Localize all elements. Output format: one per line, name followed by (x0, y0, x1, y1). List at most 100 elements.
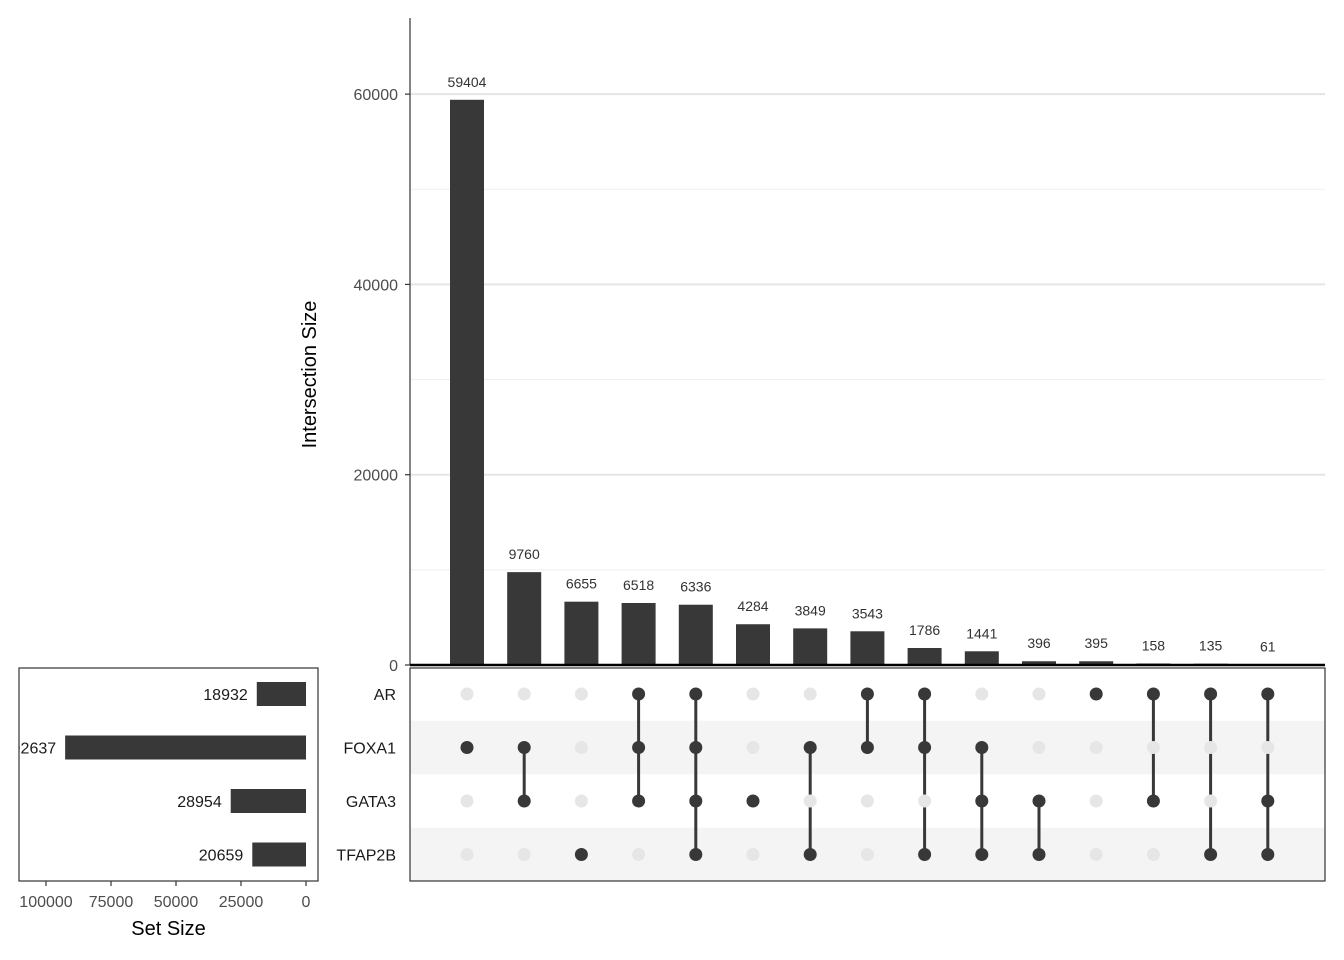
intersection-bar-label: 59404 (448, 74, 487, 90)
intersection-y-axis: 0 20000 40000 60000 (354, 87, 410, 675)
intersection-bar (907, 648, 942, 665)
set-size-label: 28954 (177, 794, 222, 811)
intersection-y-axis-title: Intersection Size (299, 301, 321, 449)
matrix-frame (409, 667, 1326, 882)
membership-dot-filled (689, 687, 703, 701)
set-size-frame (18, 667, 319, 882)
membership-dot-empty (1089, 794, 1103, 808)
membership-dot-filled (460, 741, 474, 754)
membership-dot-filled (918, 848, 932, 861)
membership-dot-empty (574, 687, 588, 701)
membership-dot-filled (1204, 687, 1218, 701)
set-size-x-axis-title: Set Size (131, 918, 205, 940)
membership-dot-empty (460, 687, 474, 701)
membership-matrix: AR FOXA1 GATA3 TFAP2B (336, 667, 1326, 882)
intersection-bar (450, 99, 484, 666)
membership-dot-empty (746, 741, 760, 754)
membership-dot-filled (746, 794, 760, 808)
y-tick-label: 40000 (354, 277, 399, 294)
x-tick-label: 100000 (19, 894, 72, 911)
membership-dot-filled (975, 794, 989, 808)
membership-dot-filled (632, 741, 646, 754)
x-tick-label: 75000 (89, 894, 134, 911)
membership-dot-empty (1204, 741, 1218, 754)
membership-dot-empty (803, 794, 817, 808)
intersection-bar-label: 6518 (623, 577, 654, 593)
intersection-gridlines (410, 93, 1325, 571)
set-panel-clip-mask (0, 668, 19, 881)
membership-dot-filled (918, 687, 932, 701)
intersection-bar-label: 6655 (566, 576, 597, 592)
membership-dot-filled (1204, 848, 1218, 861)
membership-dot-empty (1089, 848, 1103, 861)
intersection-bar (964, 651, 999, 665)
intersection-bars: 59404 9760 6655 6518 6336 4284 3849 3543 1786 144… (448, 74, 1285, 666)
membership-dot-filled (1146, 794, 1160, 808)
membership-dot-empty (1089, 741, 1103, 754)
membership-dot-empty (1204, 794, 1218, 808)
intersection-bar-label: 61 (1260, 638, 1276, 654)
intersection-bar-label: 6336 (680, 579, 711, 595)
intersection-bar (736, 624, 770, 665)
intersection-bar-label: 158 (1142, 637, 1166, 653)
set-name-label: AR (374, 687, 396, 704)
membership-dot-filled (574, 848, 588, 861)
set-size-panel: 18932 92637 28954 20659 100000 75000 50000 2500… (0, 667, 319, 940)
set-size-bar (256, 682, 306, 706)
set-name-label: GATA3 (346, 794, 396, 811)
intersection-bar-label: 4284 (737, 598, 768, 614)
intersection-bar (850, 631, 885, 665)
intersection-bar-label: 3849 (795, 602, 826, 618)
membership-dot-empty (975, 687, 989, 701)
intersection-bar-label: 1441 (966, 625, 997, 641)
membership-dot-empty (746, 687, 760, 701)
membership-dot-empty (746, 848, 760, 861)
membership-dot-filled (860, 741, 874, 754)
intersection-bar-label: 9760 (509, 546, 540, 562)
membership-dot-filled (1089, 687, 1103, 701)
membership-dot-filled (632, 687, 646, 701)
x-tick-label: 25000 (219, 894, 264, 911)
membership-dot-empty (803, 687, 817, 701)
y-tick-label: 60000 (354, 87, 399, 104)
membership-dot-filled (689, 848, 703, 861)
set-name-label: TFAP2B (336, 848, 396, 865)
membership-dot-empty (918, 794, 932, 808)
intersection-bar-label: 396 (1027, 635, 1051, 651)
set-size-label: 20659 (199, 848, 244, 865)
set-name-label: FOXA1 (344, 741, 397, 758)
membership-dot-filled (1261, 848, 1275, 861)
membership-dot-empty (1032, 741, 1046, 754)
membership-dot-empty (1261, 741, 1275, 754)
intersection-bar (507, 572, 542, 665)
membership-dot-empty (460, 794, 474, 808)
x-tick-label: 50000 (154, 894, 199, 911)
intersection-bar (1079, 661, 1114, 665)
membership-dot-filled (975, 741, 989, 754)
membership-dot-empty (1032, 687, 1046, 701)
intersection-bar-label: 3543 (852, 605, 883, 621)
y-tick-label: 20000 (354, 468, 399, 485)
y-tick-label: 0 (389, 658, 398, 675)
membership-dot-filled (689, 741, 703, 754)
membership-dot-filled (689, 794, 703, 808)
membership-dot-empty (632, 848, 646, 861)
membership-dot-filled (1032, 794, 1046, 808)
membership-dot-empty (517, 687, 531, 701)
membership-dot-filled (517, 794, 531, 808)
intersection-bar (564, 601, 599, 665)
x-tick-label: 0 (302, 894, 311, 911)
membership-dot-empty (460, 848, 474, 861)
membership-dot-empty (517, 848, 531, 861)
membership-dot-empty (574, 741, 588, 754)
membership-dot-filled (517, 741, 531, 754)
membership-dot-filled (803, 848, 817, 861)
set-size-bar (65, 735, 306, 760)
intersection-bar (1022, 661, 1056, 665)
membership-dot-empty (1146, 848, 1160, 861)
membership-dot-empty (574, 794, 588, 808)
membership-dot-filled (860, 687, 874, 701)
intersection-bar-label: 135 (1199, 638, 1223, 654)
set-size-label: 18932 (203, 687, 248, 704)
